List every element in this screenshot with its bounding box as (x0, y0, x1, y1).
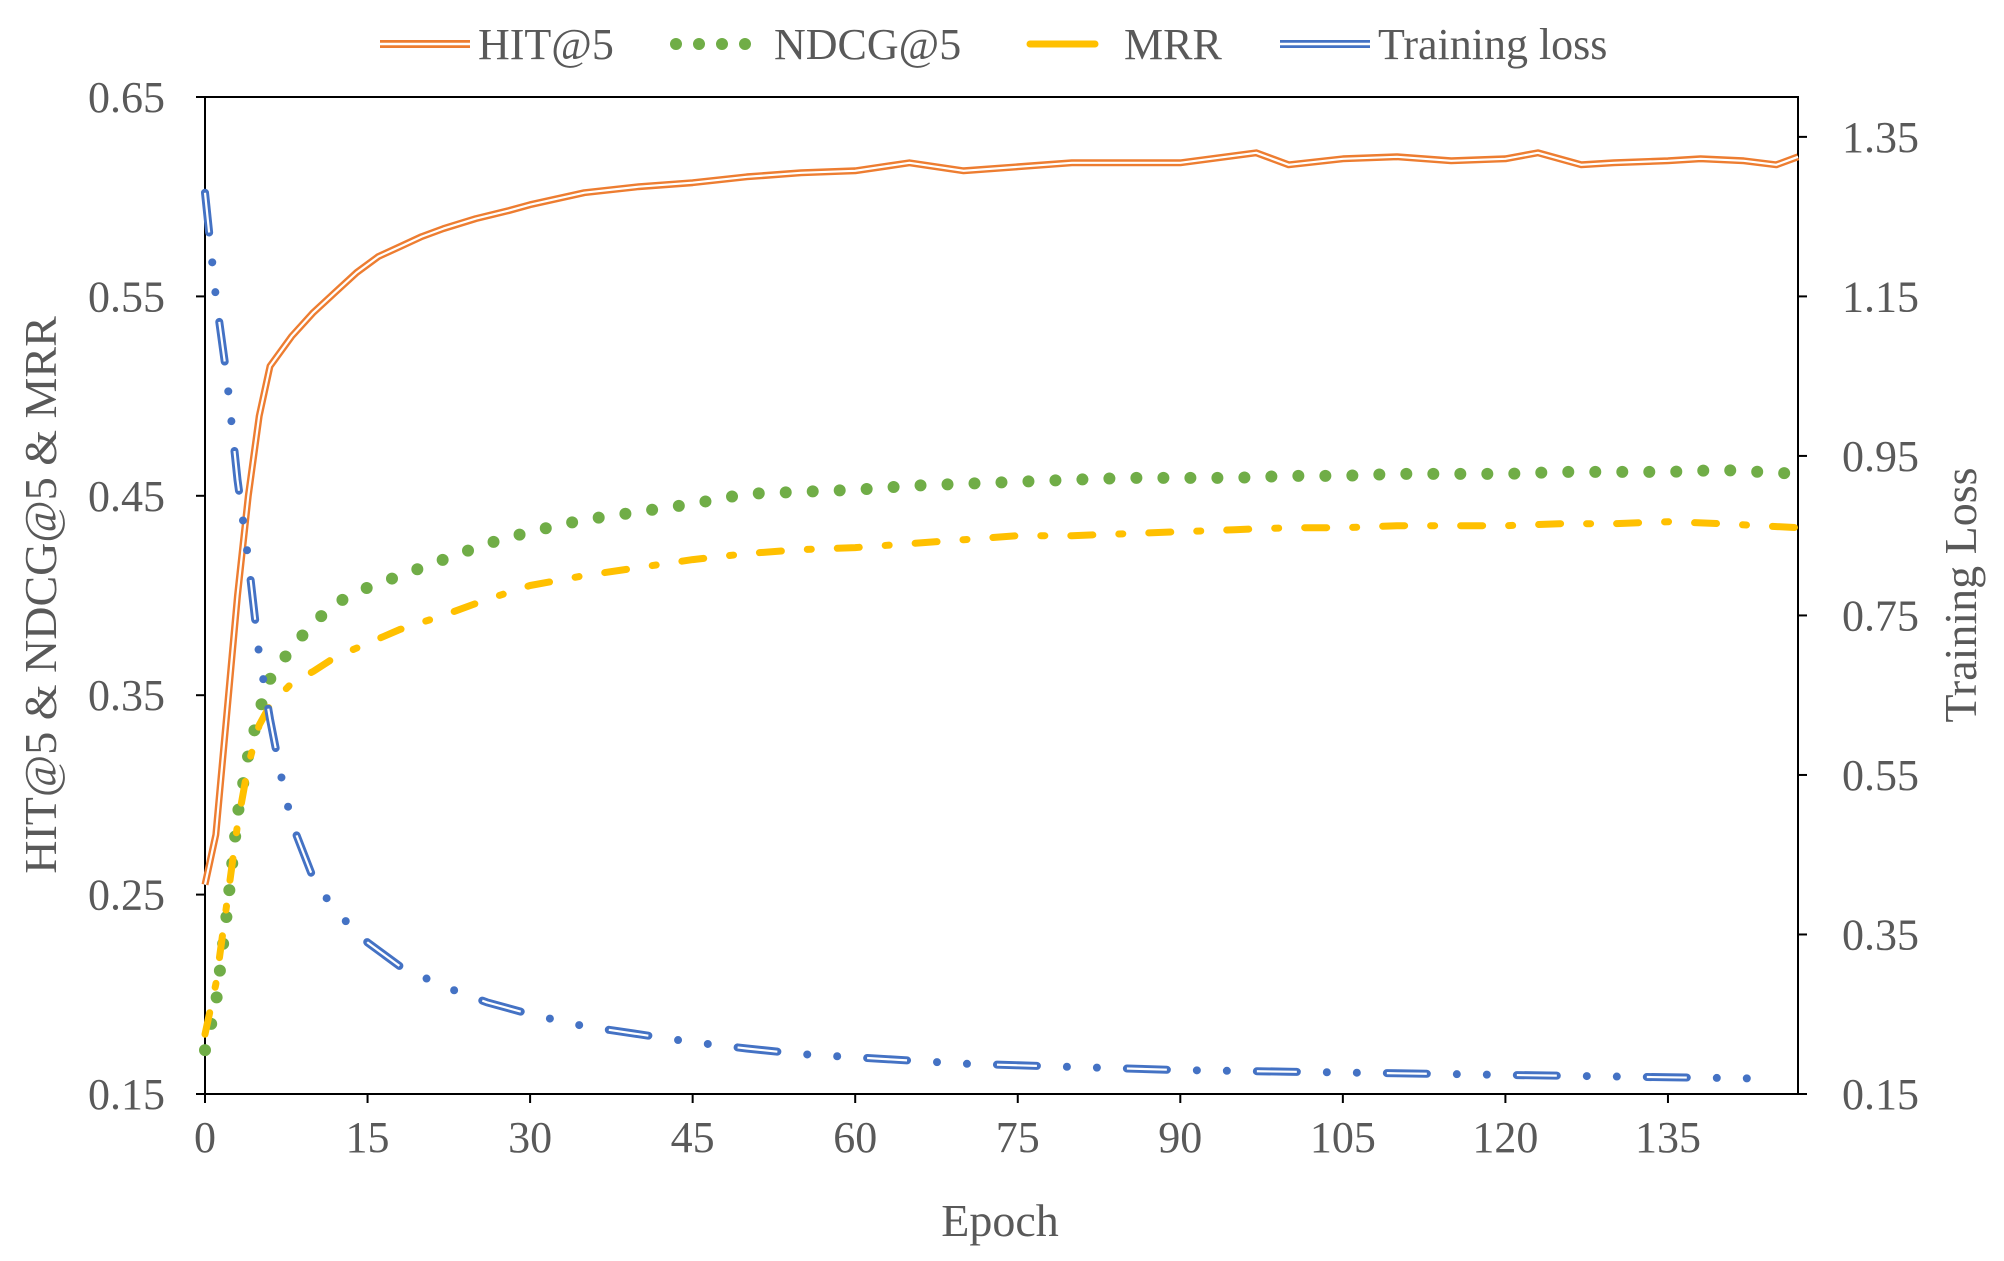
series-hit-5 (201, 149, 1800, 886)
x-tick-label: 75 (996, 1113, 1040, 1162)
series-line-inner-hit-5 (203, 151, 1799, 885)
legend-item-training-loss: Training loss (1280, 20, 1607, 69)
y-left-tick-label: 0.65 (88, 73, 165, 122)
y-right-tick-label: 0.35 (1842, 910, 1919, 959)
legend-item-ndcg5: NDCG@5 (670, 20, 961, 69)
x-tick-label: 30 (508, 1113, 552, 1162)
x-tick-label: 45 (671, 1113, 715, 1162)
series-line-mrr (201, 518, 1802, 1038)
x-tick-label: 105 (1310, 1113, 1376, 1162)
series-ndcg-5 (199, 463, 1804, 1057)
y-right-tick-label: 0.75 (1842, 591, 1919, 640)
legend-label-hit5: HIT@5 (478, 20, 614, 69)
y-left-axis-title: HIT@5 & NDCG@5 & MRR (15, 316, 66, 874)
y-right-tick-label: 1.35 (1842, 113, 1919, 162)
plot-area (204, 96, 1799, 1095)
x-tick-label: 135 (1635, 1113, 1701, 1162)
x-axis-ticks: 0 15 30 45 60 75 90 105 120 135 (194, 1094, 1701, 1162)
y-left-tick-label: 0.45 (88, 472, 165, 521)
x-axis-title: Epoch (941, 1195, 1059, 1246)
legend-label-ndcg5: NDCG@5 (774, 20, 961, 69)
y-left-tick-label: 0.25 (88, 871, 165, 920)
legend: HIT@5 NDCG@5 MRR Training loss (380, 20, 1607, 69)
x-tick-label: 15 (346, 1113, 390, 1162)
y-right-tick-label: 1.15 (1842, 272, 1919, 321)
y-left-tick-label: 0.35 (88, 671, 165, 720)
y-right-tick-label: 0.15 (1842, 1070, 1919, 1119)
y-right-tick-label: 0.55 (1842, 751, 1919, 800)
series-line-hit-5 (201, 149, 1800, 886)
series-training-loss (201, 188, 1781, 1083)
series-line-ndcg-5 (199, 463, 1804, 1057)
legend-item-mrr: MRR (1026, 20, 1222, 69)
x-tick-label: 120 (1472, 1113, 1538, 1162)
legend-item-hit5: HIT@5 (380, 20, 614, 69)
y-right-axis-title: Training Loss (1935, 467, 1986, 722)
x-tick-label: 90 (1158, 1113, 1202, 1162)
series-line-training-loss (201, 188, 1781, 1083)
series-mrr (201, 518, 1802, 1038)
legend-label-training-loss: Training loss (1378, 20, 1607, 69)
y-left-tick-label: 0.55 (88, 272, 165, 321)
series-layer (199, 149, 1804, 1083)
legend-label-mrr: MRR (1124, 20, 1222, 69)
x-tick-label: 60 (833, 1113, 877, 1162)
series-line-inner-training-loss (203, 192, 1777, 1080)
y-left-tick-label: 0.15 (88, 1070, 165, 1119)
x-tick-label: 0 (194, 1113, 216, 1162)
y-right-tick-label: 0.95 (1842, 432, 1919, 481)
y-right-axis-ticks: 0.15 0.35 0.55 0.75 0.95 1.15 1.35 (1798, 113, 1919, 1119)
y-left-axis-ticks: 0.15 0.25 0.35 0.45 0.55 0.65 (88, 73, 205, 1119)
